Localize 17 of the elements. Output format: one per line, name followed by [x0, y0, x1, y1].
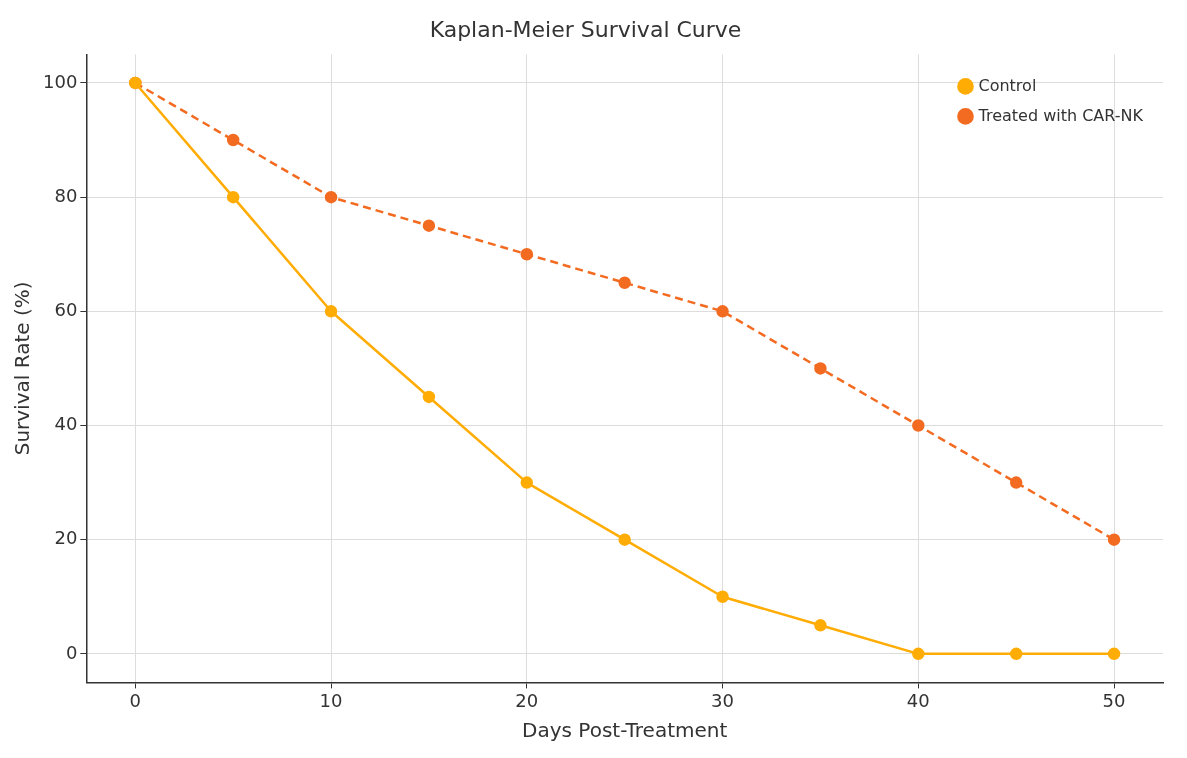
x-tick-label: 10: [319, 689, 343, 711]
y-tick-label: 40: [54, 413, 78, 435]
y-tick-label: 20: [54, 527, 78, 549]
x-axis-title: Days Post-Treatment: [522, 718, 728, 743]
x-tick-label: 30: [711, 689, 735, 711]
x-tick-label: 40: [906, 689, 930, 711]
legend-label: Treated with CAR-NK: [977, 105, 1144, 125]
legend-label: Control: [978, 75, 1037, 95]
x-tick-label: 0: [129, 689, 142, 711]
x-tick-label: 20: [515, 689, 539, 711]
y-tick-label: 0: [65, 641, 78, 663]
chart-title: Kaplan-Meier Survival Curve: [429, 16, 742, 42]
y-axis-title: Survival Rate (%): [10, 281, 35, 456]
y-tick-label: 80: [54, 184, 78, 206]
x-tick-label: 50: [1102, 689, 1126, 711]
y-tick-label: 60: [54, 298, 78, 320]
y-tick-label: 100: [43, 70, 78, 92]
